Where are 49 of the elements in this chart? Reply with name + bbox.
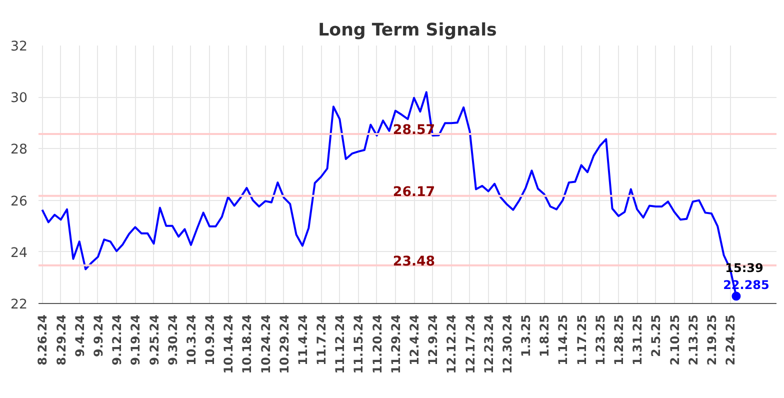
x-tick-label: 2.10.25 (668, 314, 682, 366)
x-tick-label: 11.7.24 (314, 314, 329, 366)
x-tick-label: 1.14.25 (556, 314, 570, 366)
x-tick-label: 8.29.24 (54, 314, 68, 366)
x-tick-label: 9.4.24 (72, 314, 87, 358)
x-tick-label: 12.4.24 (408, 314, 422, 366)
x-tick-label: 12.23.24 (482, 314, 496, 374)
x-tick-label: 9.12.24 (110, 314, 124, 366)
x-tick-label: 9.30.24 (166, 314, 180, 366)
x-tick-label: 2.13.25 (686, 314, 700, 366)
y-tick-label: 28 (10, 142, 28, 158)
x-tick-label: 10.24.24 (258, 314, 273, 374)
x-tick-label: 9.19.24 (128, 314, 143, 366)
x-tick-label: 10.29.24 (277, 314, 292, 374)
x-tick-label: 1.8.25 (538, 314, 552, 358)
annotation: 15:39 (725, 261, 764, 276)
x-tick-label: 11.15.24 (352, 314, 366, 374)
x-tick-label: 12.12.24 (444, 314, 459, 374)
x-tick-label: 1.17.25 (574, 314, 589, 366)
x-tick-label: 12.9.24 (426, 314, 440, 366)
x-tick-label: 1.23.25 (593, 314, 608, 366)
ref-line-label: 26.17 (392, 184, 436, 200)
ref-line-label: 23.48 (392, 254, 436, 270)
ref-line-label: 28.57 (392, 122, 436, 138)
x-tick-label: 12.17.24 (463, 314, 478, 374)
x-tick-label: 2.5.25 (649, 314, 664, 358)
x-tick-label: 10.9.24 (203, 314, 218, 366)
x-tick-label: 11.12.24 (333, 314, 348, 374)
x-tick-label: 11.29.24 (388, 314, 403, 374)
x-tick-label: 10.18.24 (240, 314, 254, 374)
chart-title: Long Term Signals (318, 20, 497, 40)
x-tick-label: 2.24.25 (724, 314, 738, 366)
x-tick-label: 9.9.24 (91, 314, 106, 358)
x-tick-label: 11.4.24 (296, 314, 310, 366)
x-tick-label: 10.3.24 (184, 314, 198, 366)
x-tick-label: 2.19.25 (704, 314, 719, 366)
x-tick-label: 9.25.24 (147, 314, 162, 366)
y-tick-label: 30 (10, 91, 28, 106)
x-tick-label: 1.28.25 (612, 314, 626, 366)
x-tick-label: 12.30.24 (500, 314, 514, 374)
y-tick-label: 24 (10, 246, 28, 261)
x-tick-label: 1.31.25 (630, 314, 645, 366)
y-tick-label: 32 (10, 40, 28, 54)
y-tick-label: 26 (10, 194, 28, 210)
y-tick-label: 22 (10, 298, 28, 312)
x-tick-label: 10.14.24 (222, 314, 236, 374)
x-tick-label: 1.3.25 (519, 314, 534, 358)
x-tick-label: 8.26.24 (36, 314, 50, 366)
x-tick-label: 11.20.24 (370, 314, 384, 374)
